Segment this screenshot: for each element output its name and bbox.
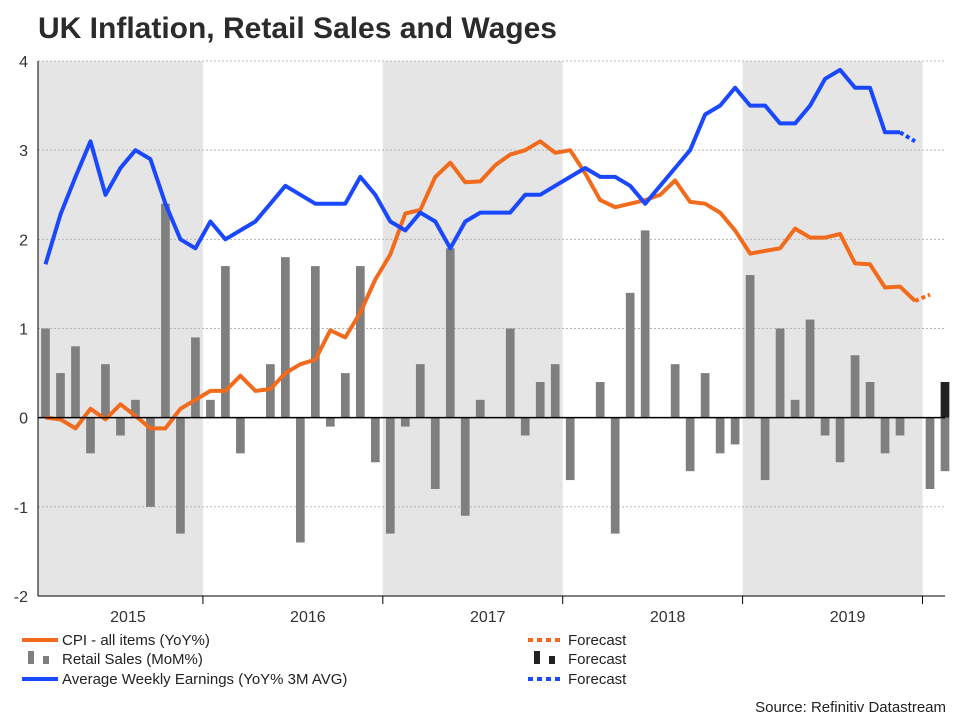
- retail-bar-12: [221, 266, 230, 418]
- retail-bar-38: [610, 417, 620, 534]
- shaded-year-band-1: [382, 61, 563, 596]
- legend-swatch-bar-tall: [28, 651, 34, 664]
- retail-bar-31: [505, 328, 515, 418]
- retail-bar-59: [925, 417, 935, 489]
- retail-bar-11: [206, 399, 215, 418]
- y-tick-label-0: 0: [19, 411, 28, 428]
- retail-bar-34: [550, 364, 560, 418]
- retail-bar-20: [340, 373, 350, 418]
- retail-bar-19: [325, 417, 335, 427]
- x-tick-label-2016: 2016: [290, 609, 326, 626]
- legend-item-5: Forecast: [528, 671, 627, 688]
- retail-bar-25: [415, 364, 425, 418]
- retail-bar-27: [445, 248, 455, 418]
- legend-label: Forecast: [568, 651, 627, 668]
- retail-bar-29: [475, 399, 485, 418]
- legend-item-3: Forecast: [528, 632, 627, 649]
- retail-bar-26: [430, 417, 440, 489]
- cpi-line: [45, 139, 917, 431]
- retail-bar-35: [565, 417, 575, 481]
- retail-bar-22: [370, 417, 380, 463]
- chart-title: UK Inflation, Retail Sales and Wages: [38, 12, 557, 45]
- retail-bar-49: [775, 328, 785, 418]
- shaded-year-band-2: [742, 61, 923, 596]
- legend-label: CPI - all items (YoY%): [62, 632, 210, 649]
- retail-bar-53: [835, 417, 845, 463]
- cpi-forecast-line: [914, 292, 931, 303]
- legend-label: Forecast: [568, 671, 627, 688]
- legend-swatch-bar-short: [43, 656, 49, 664]
- retail-bar-0: [41, 328, 50, 418]
- retail-bar-28: [460, 417, 470, 516]
- retail-bar-46: [730, 417, 740, 445]
- retail-bar-60: [940, 417, 950, 472]
- retail-bar-40: [640, 230, 650, 418]
- legend-item-2: Average Weekly Earnings (YoY% 3M AVG): [22, 671, 347, 688]
- retail-bar-3: [86, 417, 95, 454]
- retail-bar-21: [355, 266, 365, 418]
- retail-bar-48: [760, 417, 770, 481]
- retail-bar-50: [790, 399, 800, 418]
- retail-bar-51: [805, 319, 815, 418]
- legend-swatch-bar-short: [549, 656, 555, 664]
- retail-bar-5: [116, 417, 125, 436]
- plot-area: -2 -1 0 1 2 3 4 2015 2016 2017 2018 2019: [14, 54, 950, 626]
- retail-bar-4: [101, 364, 110, 418]
- retail-bar-56: [880, 417, 890, 454]
- legend-label: Retail Sales (MoM%): [62, 651, 203, 668]
- retail-bar-8: [161, 203, 170, 418]
- retail-bar-32: [520, 417, 530, 436]
- retail-bar-43: [685, 417, 695, 472]
- legend-label: Average Weekly Earnings (YoY% 3M AVG): [62, 671, 347, 688]
- earnings-line: [43, 67, 900, 265]
- x-tick-label-2019: 2019: [830, 609, 866, 626]
- retail-bar-47: [745, 275, 755, 418]
- earnings-forecast-line: [898, 130, 917, 144]
- retail-bar-39: [625, 292, 635, 418]
- y-tick-label--2: -2: [14, 589, 28, 606]
- retail-bar-16: [281, 257, 290, 418]
- legend-label: Forecast: [568, 632, 627, 649]
- y-tick-label-4: 4: [19, 54, 28, 71]
- retail-bar-18: [310, 266, 320, 418]
- retail-bar-13: [236, 417, 245, 454]
- legend-swatch-bar-tall: [534, 651, 540, 664]
- retail-bar-2: [71, 346, 80, 418]
- retail-bar-52: [820, 417, 830, 436]
- retail-bar-24: [400, 417, 410, 427]
- x-tick-label-2017: 2017: [470, 609, 506, 626]
- x-tick-label-2018: 2018: [650, 609, 686, 626]
- forecast-bar-60: [940, 382, 950, 418]
- legend-item-0: CPI - all items (YoY%): [22, 632, 210, 649]
- legend-item-1: Retail Sales (MoM%): [28, 651, 203, 668]
- retail-bar-54: [850, 355, 860, 418]
- y-tick-label-2: 2: [19, 232, 28, 249]
- retail-bar-57: [895, 417, 905, 436]
- retail-bar-10: [191, 337, 200, 418]
- legend-item-4: Forecast: [534, 651, 627, 668]
- y-tick-label--1: -1: [14, 500, 28, 517]
- retail-bar-23: [385, 417, 395, 534]
- legend: CPI - all items (YoY%) Retail Sales (MoM%…: [22, 632, 627, 688]
- retail-bar-37: [595, 382, 605, 418]
- retail-bar-1: [56, 373, 65, 418]
- y-tick-label-3: 3: [19, 143, 28, 160]
- retail-bar-44: [700, 373, 710, 418]
- retail-bar-42: [670, 364, 680, 418]
- retail-bar-6: [131, 399, 140, 418]
- retail-bar-33: [535, 382, 545, 418]
- retail-bar-17: [296, 417, 305, 543]
- source-note: Source: Refinitiv Datastream: [755, 699, 946, 716]
- x-tick-label-2015: 2015: [110, 609, 146, 626]
- retail-bar-9: [176, 417, 185, 534]
- y-tick-label-1: 1: [19, 322, 28, 339]
- retail-bar-7: [146, 417, 155, 507]
- retail-bar-55: [865, 382, 875, 418]
- retail-bar-45: [715, 417, 725, 454]
